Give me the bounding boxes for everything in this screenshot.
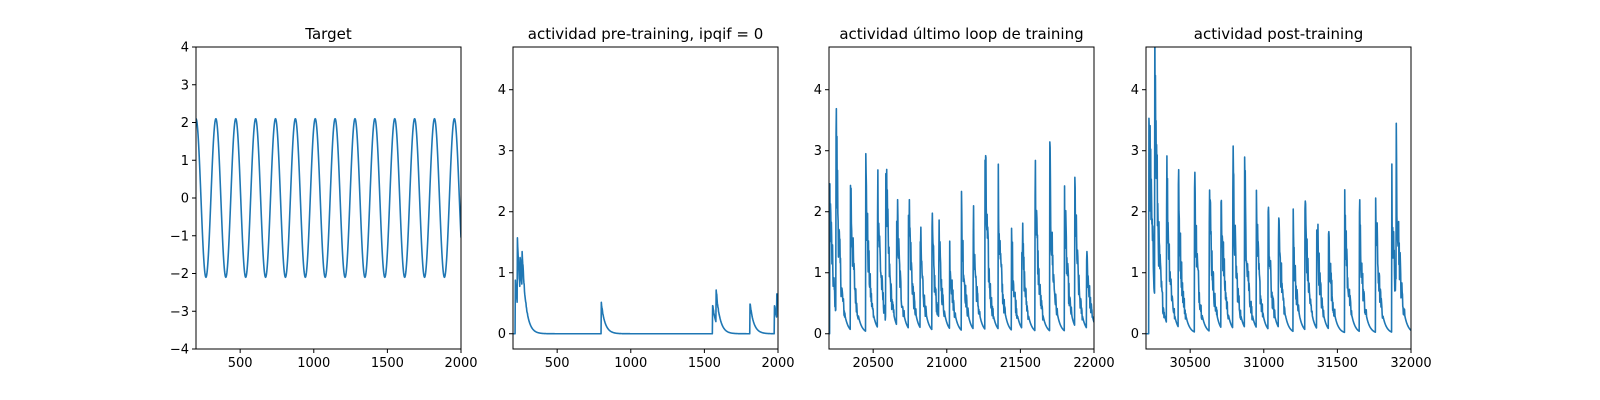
x-tick-label: 500 [545, 356, 570, 371]
x-tick-label: 500 [228, 356, 253, 371]
y-tick-label: 2 [814, 205, 822, 220]
x-tick-label: 22000 [1073, 356, 1114, 371]
series-line [513, 237, 778, 335]
chart-title: actividad post-training [1194, 25, 1363, 43]
series-line [1146, 47, 1411, 335]
y-tick-label: 2 [1131, 205, 1139, 220]
y-tick-label: 1 [181, 154, 189, 169]
plot-frame [828, 46, 1095, 350]
y-tick-label: 0 [181, 192, 189, 207]
y-tick-label: 1 [1131, 266, 1139, 281]
y-tick-label: 0 [1131, 327, 1139, 342]
chart-title: Target [304, 25, 352, 43]
x-tick-label: 31500 [1317, 356, 1358, 371]
x-tick-label: 31000 [1243, 356, 1284, 371]
y-tick-label: 4 [1131, 83, 1139, 98]
y-tick-label: −3 [170, 305, 189, 320]
chart-title: actividad pre-training, ipqif = 0 [528, 25, 764, 43]
y-tick-label: 1 [814, 266, 822, 281]
x-tick-label: 20500 [852, 356, 893, 371]
y-tick-label: 0 [498, 327, 506, 342]
y-tick-label: 4 [181, 41, 189, 56]
y-tick-label: 3 [1131, 144, 1139, 159]
series-line [829, 107, 1094, 335]
y-tick-label: 3 [814, 144, 822, 159]
x-tick-label: 1000 [614, 356, 647, 371]
chart-title: actividad último loop de training [839, 25, 1083, 43]
x-tick-label: 1000 [297, 356, 330, 371]
x-tick-label: 21000 [926, 356, 967, 371]
y-tick-label: −2 [170, 267, 189, 282]
y-tick-label: −1 [170, 229, 189, 244]
x-tick-label: 1500 [371, 356, 404, 371]
y-tick-label: 4 [498, 83, 506, 98]
x-tick-label: 30500 [1169, 356, 1210, 371]
x-tick-label: 2000 [761, 356, 794, 371]
x-tick-label: 21500 [1000, 356, 1041, 371]
plot-frame [1145, 46, 1412, 350]
y-tick-label: 3 [181, 78, 189, 93]
x-tick-label: 32000 [1390, 356, 1431, 371]
x-tick-label: 2000 [444, 356, 477, 371]
y-tick-label: 1 [498, 266, 506, 281]
y-tick-label: 0 [814, 327, 822, 342]
plot-frame [512, 46, 779, 350]
y-tick-label: 3 [498, 144, 506, 159]
y-tick-label: 4 [814, 83, 822, 98]
y-tick-label: −4 [170, 343, 189, 358]
series-line [196, 117, 461, 279]
plot-frame [195, 46, 462, 350]
x-tick-label: 1500 [688, 356, 721, 371]
y-tick-label: 2 [181, 116, 189, 131]
y-tick-label: 2 [498, 205, 506, 220]
chart-panel-1: Target 500 1000 1500 2000 −4 −3 −2 −1 0 1 2 3 4 [170, 25, 478, 371]
chart-panel-2: actividad pre-training, ipqif = 0 500 1000… [498, 25, 795, 371]
